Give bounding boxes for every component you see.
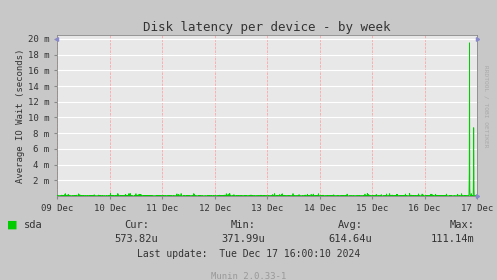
Title: Disk latency per device - by week: Disk latency per device - by week <box>144 21 391 34</box>
Text: Munin 2.0.33-1: Munin 2.0.33-1 <box>211 272 286 280</box>
Text: 371.99u: 371.99u <box>222 234 265 244</box>
Text: ■: ■ <box>7 220 18 230</box>
Text: sda: sda <box>24 220 43 230</box>
Text: Last update:  Tue Dec 17 16:00:10 2024: Last update: Tue Dec 17 16:00:10 2024 <box>137 249 360 259</box>
Y-axis label: Average IO Wait (seconds): Average IO Wait (seconds) <box>16 48 25 183</box>
Text: Avg:: Avg: <box>338 220 363 230</box>
Text: 111.14m: 111.14m <box>431 234 475 244</box>
Text: RRDTOOL / TOBI OETIKER: RRDTOOL / TOBI OETIKER <box>483 65 488 148</box>
Text: Max:: Max: <box>450 220 475 230</box>
Text: Cur:: Cur: <box>124 220 149 230</box>
Text: 573.82u: 573.82u <box>115 234 159 244</box>
Text: Min:: Min: <box>231 220 256 230</box>
Text: 614.64u: 614.64u <box>329 234 372 244</box>
